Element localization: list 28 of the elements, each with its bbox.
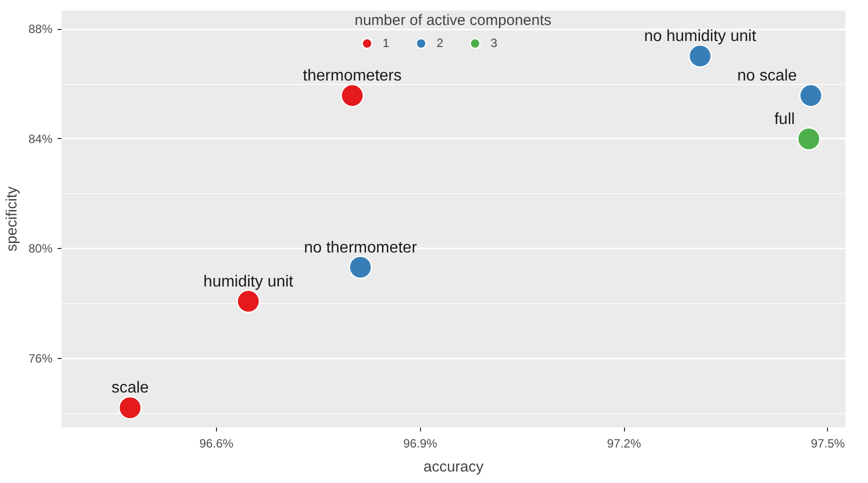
legend-title: number of active components: [354, 12, 552, 29]
annotation: no scale: [737, 68, 797, 85]
point: [799, 84, 822, 108]
y-tick-label: 76%: [28, 351, 53, 366]
x-tick-label: 96.9%: [403, 436, 438, 450]
x-tick-label: 96.6%: [199, 436, 234, 450]
y-tick-label: 88%: [28, 22, 53, 36]
point: [348, 256, 372, 279]
legend-label: 3: [490, 36, 498, 50]
x-tick-label: 97.5%: [810, 436, 846, 450]
point: [797, 127, 820, 150]
annotation: humidity unit: [203, 273, 294, 290]
x-axis-title: accuracy: [423, 458, 484, 476]
y-tick-label: 80%: [28, 242, 53, 256]
y-tick-label: 84%: [28, 132, 53, 146]
legend-label: 2: [436, 36, 444, 50]
point: [118, 396, 142, 420]
annotation: no thermometer: [304, 239, 418, 256]
annotation: scale: [111, 380, 149, 397]
y-axis-title: specificity: [3, 186, 20, 252]
point: [688, 44, 712, 68]
x-tick-label: 97.2%: [607, 436, 642, 450]
point: [340, 84, 364, 108]
legend-label: 1: [382, 36, 390, 50]
annotation: full: [774, 110, 795, 128]
annotation: thermometers: [302, 68, 402, 85]
annotation: no humidity unit: [644, 28, 757, 46]
point: [236, 290, 260, 313]
